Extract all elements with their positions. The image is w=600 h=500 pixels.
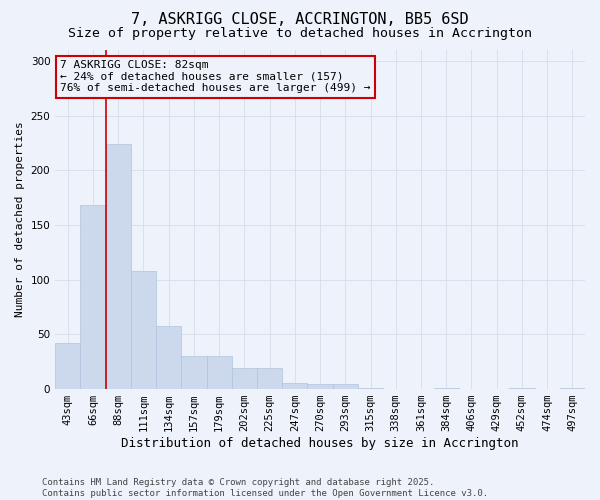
Bar <box>434 388 459 389</box>
Bar <box>106 144 131 389</box>
Bar <box>509 388 535 389</box>
Bar <box>206 356 232 389</box>
Bar <box>282 382 307 389</box>
Text: 7, ASKRIGG CLOSE, ACCRINGTON, BB5 6SD: 7, ASKRIGG CLOSE, ACCRINGTON, BB5 6SD <box>131 12 469 28</box>
Text: Contains HM Land Registry data © Crown copyright and database right 2025.
Contai: Contains HM Land Registry data © Crown c… <box>42 478 488 498</box>
Bar <box>232 368 257 389</box>
Bar <box>55 343 80 389</box>
X-axis label: Distribution of detached houses by size in Accrington: Distribution of detached houses by size … <box>121 437 519 450</box>
Bar <box>307 384 332 389</box>
Bar <box>560 388 585 389</box>
Bar <box>332 384 358 389</box>
Bar <box>156 326 181 389</box>
Bar <box>131 271 156 389</box>
Bar <box>257 368 282 389</box>
Y-axis label: Number of detached properties: Number of detached properties <box>15 122 25 318</box>
Text: Size of property relative to detached houses in Accrington: Size of property relative to detached ho… <box>68 28 532 40</box>
Bar <box>80 206 106 389</box>
Bar <box>358 388 383 389</box>
Text: 7 ASKRIGG CLOSE: 82sqm
← 24% of detached houses are smaller (157)
76% of semi-de: 7 ASKRIGG CLOSE: 82sqm ← 24% of detached… <box>61 60 371 94</box>
Bar <box>181 356 206 389</box>
